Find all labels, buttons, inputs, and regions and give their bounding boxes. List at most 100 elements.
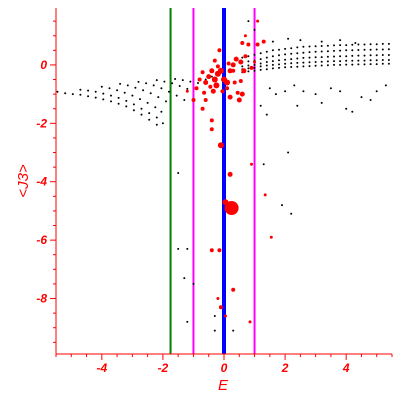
black-point-136 <box>247 67 250 70</box>
red-point-5 <box>217 248 222 253</box>
black-point-46 <box>168 90 170 93</box>
black-point-62 <box>253 53 256 56</box>
black-point-45 <box>160 87 163 90</box>
black-point-33 <box>154 106 157 109</box>
y-tick-label: -6 <box>36 233 47 247</box>
black-point-208 <box>265 113 268 116</box>
black-point-37 <box>134 86 137 89</box>
black-point-107 <box>375 48 378 51</box>
black-point-205 <box>369 99 372 101</box>
red-point-0 <box>217 142 224 149</box>
black-point-148 <box>320 60 323 63</box>
black-point-210 <box>284 90 287 93</box>
black-point-206 <box>375 90 378 93</box>
black-point-165 <box>271 67 274 70</box>
black-point-75 <box>333 44 335 47</box>
red-point-43 <box>217 48 222 53</box>
red-point-60 <box>243 34 247 38</box>
black-point-105 <box>363 48 366 51</box>
tick-labels: -4 -2 0 2 4 0 -2 -4 -6 -8 <box>36 58 350 375</box>
black-point-202 <box>345 107 348 110</box>
x-tick-label: 4 <box>342 361 350 375</box>
black-point-1 <box>64 92 67 95</box>
black-point-32 <box>146 101 149 104</box>
black-point-53 <box>186 87 189 90</box>
y-tick-label: -4 <box>36 175 47 189</box>
black-point-181 <box>369 63 372 66</box>
black-point-163 <box>259 68 262 71</box>
black-point-106 <box>369 48 372 51</box>
red-point-49 <box>200 70 205 75</box>
red-point-6 <box>231 287 236 292</box>
red-point-41 <box>261 39 266 44</box>
black-point-191 <box>271 40 274 43</box>
black-point-96 <box>308 51 311 54</box>
black-point-147 <box>314 61 317 63</box>
black-point-3 <box>79 93 82 96</box>
black-point-218 <box>232 329 235 332</box>
black-point-166 <box>278 66 280 69</box>
black-point-86 <box>247 60 250 63</box>
black-point-27 <box>108 87 111 90</box>
black-point-42 <box>137 80 140 83</box>
black-point-134 <box>387 54 390 56</box>
red-point-20 <box>236 97 242 103</box>
black-point-222 <box>287 151 290 154</box>
black-point-66 <box>278 48 280 51</box>
black-point-215 <box>186 320 189 323</box>
black-point-103 <box>351 49 354 52</box>
black-point-171 <box>308 65 311 68</box>
y-axis-ticks <box>50 20 56 343</box>
red-point-2 <box>222 199 229 206</box>
black-point-193 <box>268 87 271 90</box>
black-point-217 <box>213 329 216 332</box>
black-point-118 <box>290 58 293 61</box>
black-point-188 <box>320 40 323 43</box>
black-point-168 <box>290 66 293 68</box>
black-point-92 <box>284 53 287 56</box>
black-point-98 <box>320 50 323 53</box>
black-point-174 <box>326 64 329 67</box>
black-point-79 <box>357 43 360 46</box>
x-tick-label: -2 <box>158 361 169 375</box>
black-point-164 <box>265 68 268 71</box>
red-point-10 <box>263 193 267 197</box>
y-axis-title: <J3> <box>15 164 32 198</box>
black-point-120 <box>302 56 305 59</box>
black-point-97 <box>314 50 317 53</box>
black-point-2 <box>71 93 74 96</box>
black-point-89 <box>265 56 268 59</box>
black-point-55 <box>181 79 184 82</box>
black-point-121 <box>308 56 311 59</box>
black-point-91 <box>278 54 280 57</box>
black-point-131 <box>369 54 372 57</box>
black-point-170 <box>302 65 305 68</box>
black-point-54 <box>174 78 177 80</box>
red-point-7 <box>218 305 223 310</box>
black-point-83 <box>381 42 384 45</box>
black-point-172 <box>314 64 317 67</box>
black-point-73 <box>320 45 323 47</box>
data-points <box>56 19 390 332</box>
black-point-175 <box>333 63 335 66</box>
black-point-61 <box>247 55 250 58</box>
black-point-178 <box>351 63 354 66</box>
black-point-116 <box>278 59 280 62</box>
black-point-199 <box>320 101 323 104</box>
black-point-152 <box>345 59 348 62</box>
black-point-130 <box>363 54 366 57</box>
black-point-141 <box>278 63 280 66</box>
black-point-26 <box>100 85 103 88</box>
y-tick-label: -2 <box>36 116 47 130</box>
red-point-34 <box>230 62 236 68</box>
black-point-201 <box>339 90 342 93</box>
red-point-16 <box>191 98 196 102</box>
black-point-0 <box>56 90 59 93</box>
black-point-157 <box>375 59 378 62</box>
black-point-69 <box>296 46 299 49</box>
red-point-18 <box>209 118 214 123</box>
red-point-25 <box>213 82 220 89</box>
red-point-9 <box>224 314 227 318</box>
black-point-207 <box>384 84 387 87</box>
